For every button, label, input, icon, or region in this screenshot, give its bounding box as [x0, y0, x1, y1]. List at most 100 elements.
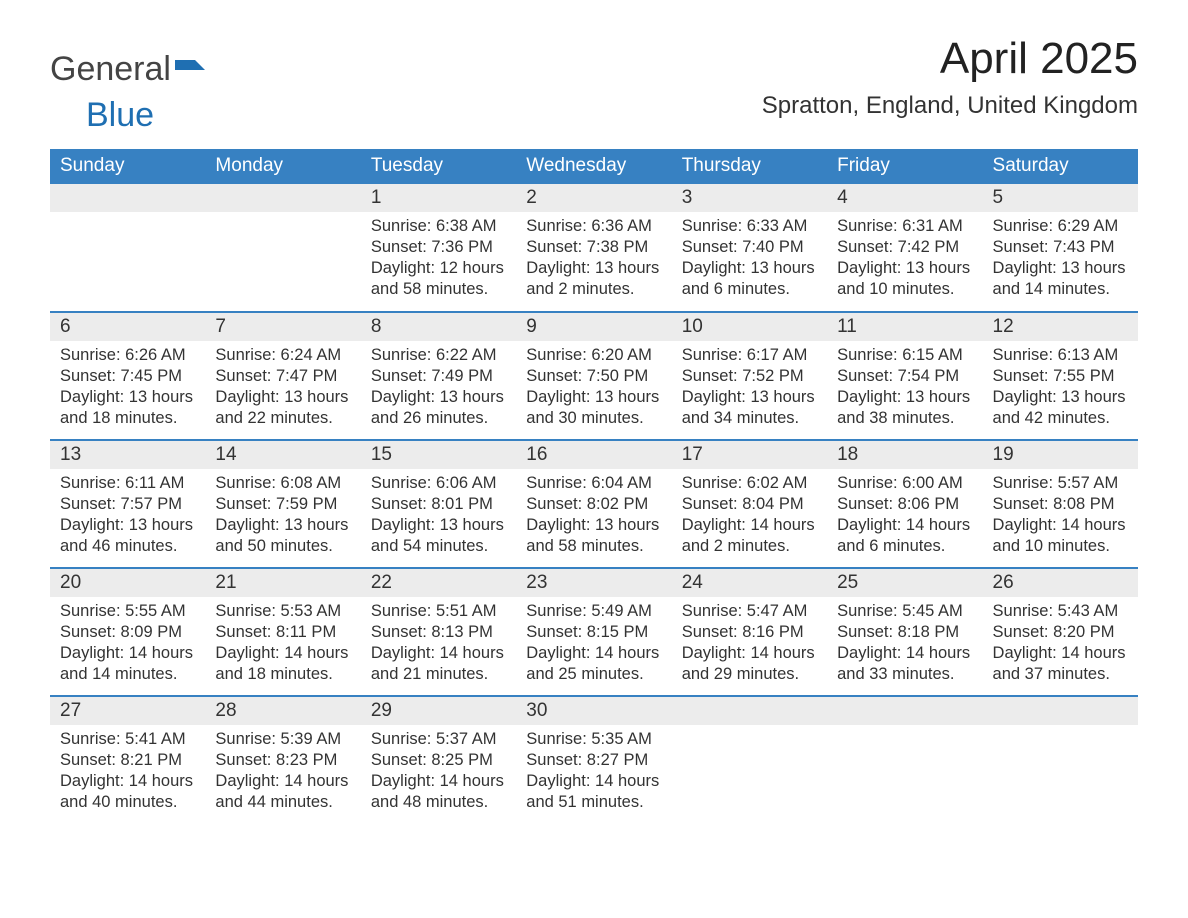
- calendar-cell: 24Sunrise: 5:47 AMSunset: 8:16 PMDayligh…: [672, 568, 827, 696]
- day-number: 10: [672, 313, 827, 341]
- calendar-week-row: 27Sunrise: 5:41 AMSunset: 8:21 PMDayligh…: [50, 696, 1138, 824]
- calendar-cell: 20Sunrise: 5:55 AMSunset: 8:09 PMDayligh…: [50, 568, 205, 696]
- calendar-cell: 3Sunrise: 6:33 AMSunset: 7:40 PMDaylight…: [672, 184, 827, 312]
- calendar-cell: 17Sunrise: 6:02 AMSunset: 8:04 PMDayligh…: [672, 440, 827, 568]
- day-number: 9: [516, 313, 671, 341]
- calendar-cell: 15Sunrise: 6:06 AMSunset: 8:01 PMDayligh…: [361, 440, 516, 568]
- day-details: Sunrise: 6:24 AMSunset: 7:47 PMDaylight:…: [205, 341, 360, 429]
- calendar-cell: 25Sunrise: 5:45 AMSunset: 8:18 PMDayligh…: [827, 568, 982, 696]
- calendar-cell: [205, 184, 360, 312]
- day-details: Sunrise: 5:35 AMSunset: 8:27 PMDaylight:…: [516, 725, 671, 813]
- logo-flag-icon: [175, 56, 207, 80]
- day-number: 2: [516, 184, 671, 212]
- calendar-cell: 4Sunrise: 6:31 AMSunset: 7:42 PMDaylight…: [827, 184, 982, 312]
- calendar-cell: 29Sunrise: 5:37 AMSunset: 8:25 PMDayligh…: [361, 696, 516, 824]
- calendar-week-row: 13Sunrise: 6:11 AMSunset: 7:57 PMDayligh…: [50, 440, 1138, 568]
- day-number: 11: [827, 313, 982, 341]
- day-number: 23: [516, 569, 671, 597]
- day-number: 7: [205, 313, 360, 341]
- day-details: Sunrise: 5:53 AMSunset: 8:11 PMDaylight:…: [205, 597, 360, 685]
- calendar-cell: 6Sunrise: 6:26 AMSunset: 7:45 PMDaylight…: [50, 312, 205, 440]
- day-details: Sunrise: 6:04 AMSunset: 8:02 PMDaylight:…: [516, 469, 671, 557]
- day-number: 17: [672, 441, 827, 469]
- day-details: Sunrise: 6:00 AMSunset: 8:06 PMDaylight:…: [827, 469, 982, 557]
- weekday-header: Thursday: [672, 149, 827, 184]
- day-details: Sunrise: 6:36 AMSunset: 7:38 PMDaylight:…: [516, 212, 671, 300]
- calendar-cell: 13Sunrise: 6:11 AMSunset: 7:57 PMDayligh…: [50, 440, 205, 568]
- calendar-page: General April 2025 Spratton, England, Un…: [0, 0, 1188, 884]
- day-number: 24: [672, 569, 827, 597]
- day-number: [50, 184, 205, 212]
- calendar-week-row: 1Sunrise: 6:38 AMSunset: 7:36 PMDaylight…: [50, 184, 1138, 312]
- day-number: [827, 697, 982, 725]
- calendar-cell: 7Sunrise: 6:24 AMSunset: 7:47 PMDaylight…: [205, 312, 360, 440]
- day-details: Sunrise: 6:33 AMSunset: 7:40 PMDaylight:…: [672, 212, 827, 300]
- calendar-cell: [672, 696, 827, 824]
- weekday-header: Tuesday: [361, 149, 516, 184]
- day-number: [983, 697, 1138, 725]
- calendar-cell: 30Sunrise: 5:35 AMSunset: 8:27 PMDayligh…: [516, 696, 671, 824]
- calendar-cell: [827, 696, 982, 824]
- day-number: 29: [361, 697, 516, 725]
- day-details: Sunrise: 6:26 AMSunset: 7:45 PMDaylight:…: [50, 341, 205, 429]
- calendar-cell: [50, 184, 205, 312]
- calendar-cell: 21Sunrise: 5:53 AMSunset: 8:11 PMDayligh…: [205, 568, 360, 696]
- day-details: Sunrise: 6:20 AMSunset: 7:50 PMDaylight:…: [516, 341, 671, 429]
- day-number: 1: [361, 184, 516, 212]
- calendar-body: 1Sunrise: 6:38 AMSunset: 7:36 PMDaylight…: [50, 184, 1138, 824]
- day-details: Sunrise: 6:17 AMSunset: 7:52 PMDaylight:…: [672, 341, 827, 429]
- day-number: 26: [983, 569, 1138, 597]
- day-number: 16: [516, 441, 671, 469]
- calendar-cell: 10Sunrise: 6:17 AMSunset: 7:52 PMDayligh…: [672, 312, 827, 440]
- calendar-cell: 8Sunrise: 6:22 AMSunset: 7:49 PMDaylight…: [361, 312, 516, 440]
- calendar-cell: 26Sunrise: 5:43 AMSunset: 8:20 PMDayligh…: [983, 568, 1138, 696]
- day-details: Sunrise: 5:41 AMSunset: 8:21 PMDaylight:…: [50, 725, 205, 813]
- calendar-week-row: 20Sunrise: 5:55 AMSunset: 8:09 PMDayligh…: [50, 568, 1138, 696]
- day-details: Sunrise: 5:45 AMSunset: 8:18 PMDaylight:…: [827, 597, 982, 685]
- day-details: Sunrise: 6:38 AMSunset: 7:36 PMDaylight:…: [361, 212, 516, 300]
- day-details: Sunrise: 6:29 AMSunset: 7:43 PMDaylight:…: [983, 212, 1138, 300]
- day-details: Sunrise: 5:37 AMSunset: 8:25 PMDaylight:…: [361, 725, 516, 813]
- logo-text-1: General: [50, 52, 171, 86]
- calendar-cell: 18Sunrise: 6:00 AMSunset: 8:06 PMDayligh…: [827, 440, 982, 568]
- day-details: Sunrise: 5:39 AMSunset: 8:23 PMDaylight:…: [205, 725, 360, 813]
- day-details: Sunrise: 5:57 AMSunset: 8:08 PMDaylight:…: [983, 469, 1138, 557]
- calendar-cell: 9Sunrise: 6:20 AMSunset: 7:50 PMDaylight…: [516, 312, 671, 440]
- day-number: 8: [361, 313, 516, 341]
- day-number: 6: [50, 313, 205, 341]
- calendar-header: Sunday Monday Tuesday Wednesday Thursday…: [50, 149, 1138, 184]
- weekday-header: Saturday: [983, 149, 1138, 184]
- day-details: Sunrise: 5:47 AMSunset: 8:16 PMDaylight:…: [672, 597, 827, 685]
- day-details: Sunrise: 6:08 AMSunset: 7:59 PMDaylight:…: [205, 469, 360, 557]
- day-details: Sunrise: 6:11 AMSunset: 7:57 PMDaylight:…: [50, 469, 205, 557]
- day-number: 20: [50, 569, 205, 597]
- calendar-table: Sunday Monday Tuesday Wednesday Thursday…: [50, 149, 1138, 824]
- day-number: 13: [50, 441, 205, 469]
- day-number: 15: [361, 441, 516, 469]
- day-number: [672, 697, 827, 725]
- day-number: 21: [205, 569, 360, 597]
- calendar-cell: 12Sunrise: 6:13 AMSunset: 7:55 PMDayligh…: [983, 312, 1138, 440]
- calendar-week-row: 6Sunrise: 6:26 AMSunset: 7:45 PMDaylight…: [50, 312, 1138, 440]
- day-details: Sunrise: 5:43 AMSunset: 8:20 PMDaylight:…: [983, 597, 1138, 685]
- day-details: Sunrise: 6:02 AMSunset: 8:04 PMDaylight:…: [672, 469, 827, 557]
- day-number: 25: [827, 569, 982, 597]
- day-number: 30: [516, 697, 671, 725]
- day-number: 4: [827, 184, 982, 212]
- calendar-cell: 1Sunrise: 6:38 AMSunset: 7:36 PMDaylight…: [361, 184, 516, 312]
- day-details: Sunrise: 5:55 AMSunset: 8:09 PMDaylight:…: [50, 597, 205, 685]
- day-number: 27: [50, 697, 205, 725]
- weekday-header: Sunday: [50, 149, 205, 184]
- calendar-cell: 2Sunrise: 6:36 AMSunset: 7:38 PMDaylight…: [516, 184, 671, 312]
- calendar-cell: 16Sunrise: 6:04 AMSunset: 8:02 PMDayligh…: [516, 440, 671, 568]
- calendar-cell: 22Sunrise: 5:51 AMSunset: 8:13 PMDayligh…: [361, 568, 516, 696]
- day-number: 3: [672, 184, 827, 212]
- day-details: Sunrise: 6:13 AMSunset: 7:55 PMDaylight:…: [983, 341, 1138, 429]
- calendar-cell: 28Sunrise: 5:39 AMSunset: 8:23 PMDayligh…: [205, 696, 360, 824]
- day-details: Sunrise: 5:49 AMSunset: 8:15 PMDaylight:…: [516, 597, 671, 685]
- calendar-cell: [983, 696, 1138, 824]
- day-details: Sunrise: 6:15 AMSunset: 7:54 PMDaylight:…: [827, 341, 982, 429]
- calendar-cell: 14Sunrise: 6:08 AMSunset: 7:59 PMDayligh…: [205, 440, 360, 568]
- day-number: 19: [983, 441, 1138, 469]
- day-number: [205, 184, 360, 212]
